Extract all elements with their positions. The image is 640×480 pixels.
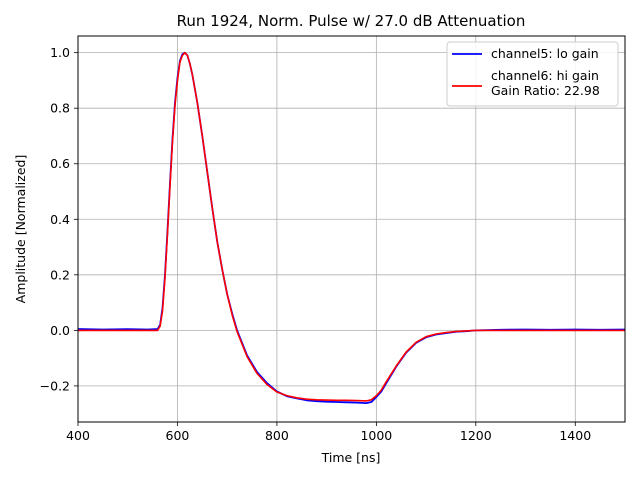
- y-tick-label: 0.2: [50, 267, 70, 282]
- legend-label-line: channel6: hi gain: [491, 68, 599, 83]
- series-line-channel6: [78, 51, 625, 402]
- legend-label-channel6: channel6: hi gain Gain Ratio: 22.98: [491, 68, 600, 98]
- y-tick-label: 0.8: [50, 101, 70, 116]
- x-tick-label: 600: [166, 428, 190, 443]
- y-axis-ticks: −0.2 0.0 0.2 0.4 0.6 0.8 1.0: [40, 45, 78, 393]
- legend-box: [446, 41, 619, 107]
- plot-frame: [77, 35, 626, 423]
- y-tick-label: 1.0: [50, 45, 70, 60]
- y-tick-label: 0.6: [50, 156, 70, 171]
- chart-title: Run 1924, Norm. Pulse w/ 27.0 dB Attenua…: [177, 12, 526, 30]
- legend: channel5: lo gain channel6: hi gain Gain …: [446, 41, 619, 107]
- y-tick-label: −0.2: [40, 378, 70, 393]
- legend-label-line: Gain Ratio: 22.98: [491, 83, 600, 98]
- series-layer: [77, 51, 626, 404]
- x-axis-label: Time [ns]: [321, 450, 381, 465]
- legend-label-line: channel5: lo gain: [491, 46, 599, 61]
- y-axis-label: Amplitude [Normalized]: [13, 155, 28, 304]
- legend-label-channel5: channel5: lo gain: [491, 46, 599, 61]
- y-tick-label: 0.0: [50, 323, 70, 338]
- x-tick-label: 1400: [559, 428, 591, 443]
- x-tick-label: 1200: [460, 428, 492, 443]
- x-tick-label: 1000: [360, 428, 392, 443]
- x-axis-ticks: 400 600 800 1000 1200 1400: [66, 422, 591, 443]
- y-tick-label: 0.4: [50, 212, 70, 227]
- x-tick-label: 800: [265, 428, 289, 443]
- x-tick-label: 400: [66, 428, 90, 443]
